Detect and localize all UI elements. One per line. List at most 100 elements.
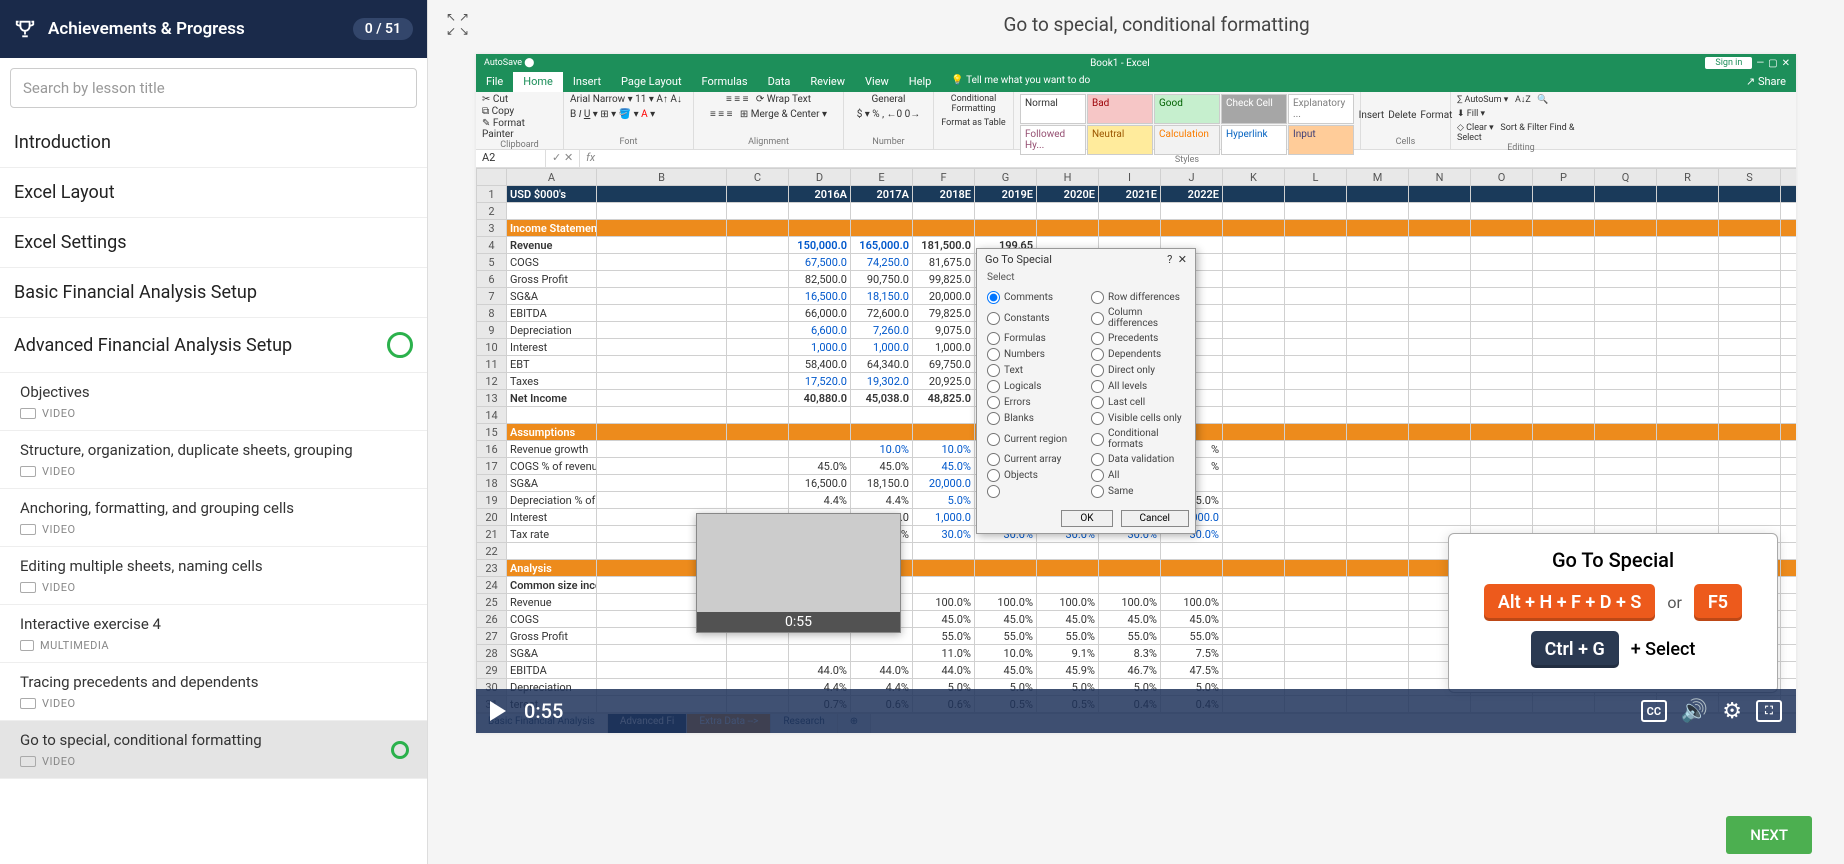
cut-button[interactable]: ✂ Cut: [482, 94, 508, 105]
minimize-icon[interactable]: —: [1756, 58, 1764, 69]
dialog-option[interactable]: Direct only: [1091, 364, 1185, 377]
footer: NEXT: [428, 806, 1844, 864]
volume-icon[interactable]: 🔊: [1681, 699, 1708, 724]
dialog-option[interactable]: All: [1091, 469, 1185, 482]
excel-titlebar: AutoSave ⬤ Book1 - Excel Sign in — ▢ ✕: [476, 54, 1796, 72]
style-cell[interactable]: Check Cell: [1221, 94, 1287, 124]
search-input[interactable]: [10, 68, 417, 108]
ribbon-tab[interactable]: Review: [800, 72, 855, 92]
close-icon[interactable]: ✕: [1178, 253, 1187, 266]
dialog-option[interactable]: Dependents: [1091, 348, 1185, 361]
dialog-option[interactable]: Column differences: [1091, 307, 1185, 329]
lesson-item[interactable]: Go to special, conditional formatting VI…: [0, 721, 427, 779]
section-item[interactable]: Introduction: [0, 118, 427, 168]
align-buttons[interactable]: ≡ ≡ ≡ ⟳ Wrap Text: [726, 94, 811, 105]
lesson-item[interactable]: Objectives VIDEO: [0, 373, 427, 431]
goto-special-dialog[interactable]: Go To Special? ✕ Select Comments Row dif…: [976, 248, 1196, 534]
section-item[interactable]: Basic Financial Analysis Setup: [0, 268, 427, 318]
dialog-option[interactable]: Constants: [987, 307, 1081, 329]
ribbon-tab[interactable]: Data: [758, 72, 801, 92]
lesson-item[interactable]: Interactive exercise 4 MULTIMEDIA: [0, 605, 427, 663]
font-style-buttons[interactable]: B I U ▾ ⊞ ▾ 🪣 ▾ A ▾: [570, 109, 655, 120]
dialog-option[interactable]: Last cell: [1091, 396, 1185, 409]
dialog-option[interactable]: Data validation: [1091, 453, 1185, 466]
lesson-title: Objectives: [20, 383, 407, 401]
maximize-icon[interactable]: ▢: [1768, 58, 1777, 69]
copy-button[interactable]: ⧉ Copy: [482, 106, 514, 117]
excel-ribbon: ✂ Cut ⧉ Copy ✎ Format Painter Clipboard …: [476, 92, 1796, 150]
share-button[interactable]: ↗ Share: [1736, 72, 1796, 92]
lesson-list[interactable]: IntroductionExcel LayoutExcel SettingsBa…: [0, 118, 427, 864]
signin-button[interactable]: Sign in: [1705, 57, 1752, 69]
sidebar-title: Achievements & Progress: [48, 19, 341, 39]
style-cell[interactable]: Normal: [1020, 94, 1086, 124]
help-icon[interactable]: ?: [1167, 253, 1172, 266]
dialog-option[interactable]: Current array: [987, 453, 1081, 466]
resize-icon[interactable]: ↖ ↗↙ ↘: [446, 11, 469, 37]
thumb-time: 0:55: [697, 612, 900, 632]
cc-button[interactable]: CC: [1641, 700, 1667, 722]
next-button[interactable]: NEXT: [1726, 816, 1812, 854]
cond-format-button[interactable]: Conditional Formatting: [940, 94, 1007, 114]
search-wrap: [0, 58, 427, 118]
ribbon-tab[interactable]: File: [476, 72, 513, 92]
video-controls[interactable]: 0:55 CC 🔊 ⚙ ⛶: [476, 689, 1796, 733]
ribbon-tab[interactable]: Page Layout: [611, 72, 692, 92]
cancel-button[interactable]: Cancel: [1121, 510, 1189, 527]
video-icon: [20, 524, 36, 535]
formula-bar[interactable]: A2 ✓ ✕ fx: [476, 150, 1796, 168]
dialog-option[interactable]: [987, 485, 1081, 498]
font-name[interactable]: Arial Narrow: [570, 94, 625, 105]
section-item[interactable]: Excel Settings: [0, 218, 427, 268]
close-icon[interactable]: ✕: [1782, 58, 1790, 69]
ok-button[interactable]: OK: [1061, 510, 1112, 527]
ribbon-tab[interactable]: View: [855, 72, 899, 92]
ribbon-tab[interactable]: Home: [513, 72, 563, 92]
tell-me[interactable]: 💡 Tell me what you want to do: [941, 72, 1100, 92]
cell-styles[interactable]: NormalBadGoodCheck CellExplanatory ...Fo…: [1020, 94, 1354, 155]
section-item[interactable]: Advanced Financial Analysis Setup: [0, 318, 427, 373]
play-button[interactable]: [490, 701, 506, 721]
time-display: 0:55: [524, 699, 563, 723]
dialog-option[interactable]: Blanks: [987, 412, 1081, 425]
dialog-option[interactable]: Same: [1091, 485, 1185, 498]
number-format[interactable]: General: [871, 94, 905, 105]
dialog-option[interactable]: Comments: [987, 291, 1081, 304]
overlay-title: Go To Special: [1465, 548, 1761, 572]
format-painter-button[interactable]: ✎ Format Painter: [482, 118, 557, 140]
dialog-option[interactable]: Visible cells only: [1091, 412, 1185, 425]
dialog-option[interactable]: Formulas: [987, 332, 1081, 345]
dialog-option[interactable]: Row differences: [1091, 291, 1185, 304]
lesson-item[interactable]: Anchoring, formatting, and grouping cell…: [0, 489, 427, 547]
ribbon-tab[interactable]: Formulas: [692, 72, 758, 92]
section-item[interactable]: Excel Layout: [0, 168, 427, 218]
dialog-option[interactable]: Conditional formats: [1091, 428, 1185, 450]
style-cell[interactable]: Explanatory ...: [1288, 94, 1354, 124]
merge-button[interactable]: ≡ ≡ ≡ ⊞ Merge & Center ▾: [710, 109, 827, 120]
lesson-item[interactable]: Structure, organization, duplicate sheet…: [0, 431, 427, 489]
dialog-option[interactable]: Errors: [987, 396, 1081, 409]
dialog-option[interactable]: Precedents: [1091, 332, 1185, 345]
dialog-option[interactable]: Text: [987, 364, 1081, 377]
style-cell[interactable]: Bad: [1087, 94, 1153, 124]
fullscreen-icon[interactable]: ⛶: [1756, 700, 1782, 722]
ribbon-tab[interactable]: Help: [899, 72, 942, 92]
video-icon: [20, 698, 36, 709]
dialog-option[interactable]: Objects: [987, 469, 1081, 482]
lesson-item[interactable]: Tracing precedents and dependents VIDEO: [0, 663, 427, 721]
dialog-option[interactable]: Current region: [987, 428, 1081, 450]
format-table-button[interactable]: Format as Table: [941, 118, 1005, 128]
dialog-option[interactable]: Numbers: [987, 348, 1081, 361]
style-cell[interactable]: Good: [1154, 94, 1220, 124]
video-icon: [20, 756, 36, 767]
ribbon-tab[interactable]: Insert: [563, 72, 611, 92]
dialog-option[interactable]: Logicals: [987, 380, 1081, 393]
settings-icon[interactable]: ⚙: [1722, 699, 1742, 724]
name-box[interactable]: A2: [476, 150, 546, 167]
cells-buttons[interactable]: Insert Delete Format: [1367, 94, 1444, 137]
font-size[interactable]: 11: [635, 94, 646, 105]
video-icon: [20, 582, 36, 593]
video-frame[interactable]: AutoSave ⬤ Book1 - Excel Sign in — ▢ ✕ F…: [476, 54, 1796, 733]
dialog-option[interactable]: All levels: [1091, 380, 1185, 393]
lesson-item[interactable]: Editing multiple sheets, naming cells VI…: [0, 547, 427, 605]
